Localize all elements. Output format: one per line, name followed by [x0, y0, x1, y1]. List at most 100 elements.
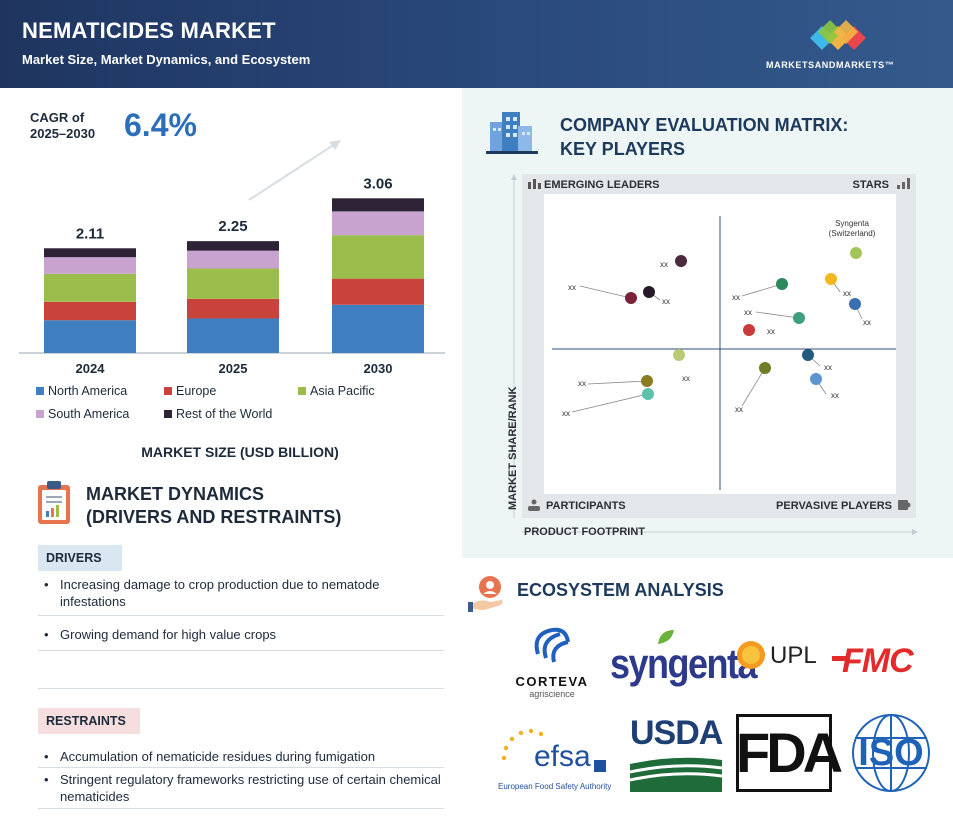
- legend-label: Europe: [176, 384, 217, 398]
- fda-frame: [736, 714, 832, 792]
- legend-item-asia-pacific: Asia Pacific: [298, 384, 375, 398]
- drivers-tag: DRIVERS: [38, 545, 122, 571]
- fmc-logo: FMC: [832, 642, 932, 682]
- matrix-title: COMPANY EVALUATION MATRIX: KEY PLAYERS: [560, 113, 848, 161]
- page-title: NEMATICIDES MARKET: [22, 18, 276, 43]
- corteva-logo-icon: [534, 627, 570, 663]
- restraints-list: Accumulation of nematicide residues duri…: [38, 748, 448, 765]
- bar-segment: [332, 235, 424, 279]
- quadrant-label-stars: STARS: [853, 179, 889, 191]
- corteva-logo-subtext: agriscience: [529, 689, 575, 699]
- highlight-company-point: [850, 247, 862, 259]
- matrix-point: [625, 292, 637, 304]
- iso-logo: ISO: [846, 710, 936, 796]
- iso-globe-icon: [852, 714, 930, 792]
- bar-segment: [44, 257, 136, 274]
- growth-arrow: [248, 143, 336, 201]
- quadrant-label-pervasive-players: PERVASIVE PLAYERS: [776, 500, 892, 512]
- brand-name: MARKETSANDMARKETS™: [766, 60, 895, 70]
- list-item: Increasing damage to crop production due…: [38, 576, 448, 610]
- bar-segment: [332, 278, 424, 305]
- upl-logo: UPL: [734, 640, 824, 674]
- legend-swatch: [298, 387, 306, 395]
- usda-field-icon: [630, 757, 722, 792]
- header-banner: NEMATICIDES MARKET Market Size, Market D…: [0, 0, 953, 88]
- page-subtitle: Market Size, Market Dynamics, and Ecosys…: [22, 52, 311, 67]
- efsa-stars-icon: [501, 728, 544, 761]
- bar-segment: [187, 250, 279, 269]
- puzzle-icon: [898, 500, 911, 510]
- corteva-logo-text: CORTEVA: [515, 674, 589, 689]
- efsa-logo-subtext: European Food Safety Authority: [498, 782, 612, 791]
- dynamics-title: MARKET DYNAMICS (DRIVERS AND RESTRAINTS): [86, 483, 341, 529]
- matrix-point-label: xx: [831, 391, 839, 400]
- cagr-label: CAGR of 2025–2030: [30, 110, 130, 142]
- matrix-point: [776, 278, 788, 290]
- syngenta-leaf-icon: [658, 630, 674, 644]
- bar-segment: [187, 268, 279, 299]
- efsa-logo-text: efsa: [534, 740, 591, 773]
- bar-segment: [187, 318, 279, 353]
- matrix-point: [675, 255, 687, 267]
- market-size-chart: 2.11 2024 2.25 2025 3.06 2030: [19, 140, 445, 376]
- matrix-point: [793, 312, 805, 324]
- restraints-list-2: Stringent regulatory frameworks restrict…: [38, 771, 448, 805]
- clipboard-icon: [38, 481, 70, 524]
- matrix-title-line2: KEY PLAYERS: [560, 139, 686, 159]
- matrix-point: [802, 349, 814, 361]
- matrix-point-label: xx: [824, 363, 832, 372]
- legend-label: Rest of the World: [176, 407, 273, 421]
- drivers-list: Increasing damage to crop production due…: [38, 576, 448, 610]
- chart-x-label: MARKET SIZE (USD BILLION): [141, 444, 339, 460]
- matrix-point-label: xx: [735, 405, 743, 414]
- legend-swatch: [36, 410, 44, 418]
- highlight-company-country: (Switzerland): [829, 229, 876, 238]
- syngenta-logo: syngenta: [610, 628, 758, 692]
- point-leader-line: [755, 311, 800, 319]
- usda-logo: USDA: [630, 714, 723, 794]
- matrix-point: [743, 324, 755, 336]
- point-leader-line: [587, 380, 648, 385]
- matrix-point-label: xx: [562, 409, 570, 418]
- legend-label: Asia Pacific: [310, 384, 375, 398]
- x-axis-label: PRODUCT FOOTPRINT: [524, 526, 645, 538]
- divider: [38, 688, 444, 689]
- efsa-logo: efsa European Food Safety Authority: [498, 722, 618, 794]
- point-leader-line: [571, 393, 649, 413]
- list-item: Stringent regulatory frameworks restrict…: [38, 771, 448, 805]
- highlight-company-name: Syngenta: [835, 219, 869, 228]
- bar-segment: [187, 298, 279, 319]
- matrix-point-label: xx: [863, 318, 871, 327]
- matrix-point-label: xx: [767, 327, 775, 336]
- dynamics-title-line2: (DRIVERS AND RESTRAINTS): [86, 507, 342, 527]
- usda-logo-text: USDA: [630, 714, 723, 752]
- matrix-title-line1: COMPANY EVALUATION MATRIX:: [560, 115, 849, 135]
- legend-swatch: [36, 387, 44, 395]
- growth-arrow-head: [329, 140, 341, 150]
- matrix-point-label: xx: [843, 289, 851, 298]
- point-leader-line: [741, 283, 783, 297]
- quadrant-label-participants: PARTICIPANTS: [546, 500, 626, 512]
- matrix-point: [641, 375, 653, 387]
- list-item: Accumulation of nematicide residues duri…: [38, 748, 448, 765]
- list-item: Growing demand for high value crops: [38, 626, 448, 643]
- point-leader-line: [579, 285, 632, 299]
- syngenta-logo-text: syngenta: [610, 640, 758, 688]
- cagr-label-line1: CAGR of: [30, 110, 85, 125]
- matrix-point: [825, 273, 837, 285]
- x-axis-arrow: [912, 529, 918, 535]
- buildings-icon: [486, 112, 538, 154]
- bar-segment: [44, 301, 136, 321]
- bar-total-label: 2.11: [76, 225, 104, 242]
- quadrant-label-emerging-leaders: EMERGING LEADERS: [544, 179, 660, 191]
- bar-segment: [187, 241, 279, 251]
- restraints-tag: RESTRAINTS: [38, 708, 140, 734]
- matrix-point-label: xx: [660, 260, 668, 269]
- matrix-point-label: xx: [578, 379, 586, 388]
- ecosystem-icon: [468, 576, 503, 612]
- matrix-point-label: xx: [662, 297, 670, 306]
- legend-item-south-america: South America: [36, 407, 129, 421]
- bar-segment: [44, 320, 136, 353]
- x-tick-label: 2024: [76, 361, 106, 376]
